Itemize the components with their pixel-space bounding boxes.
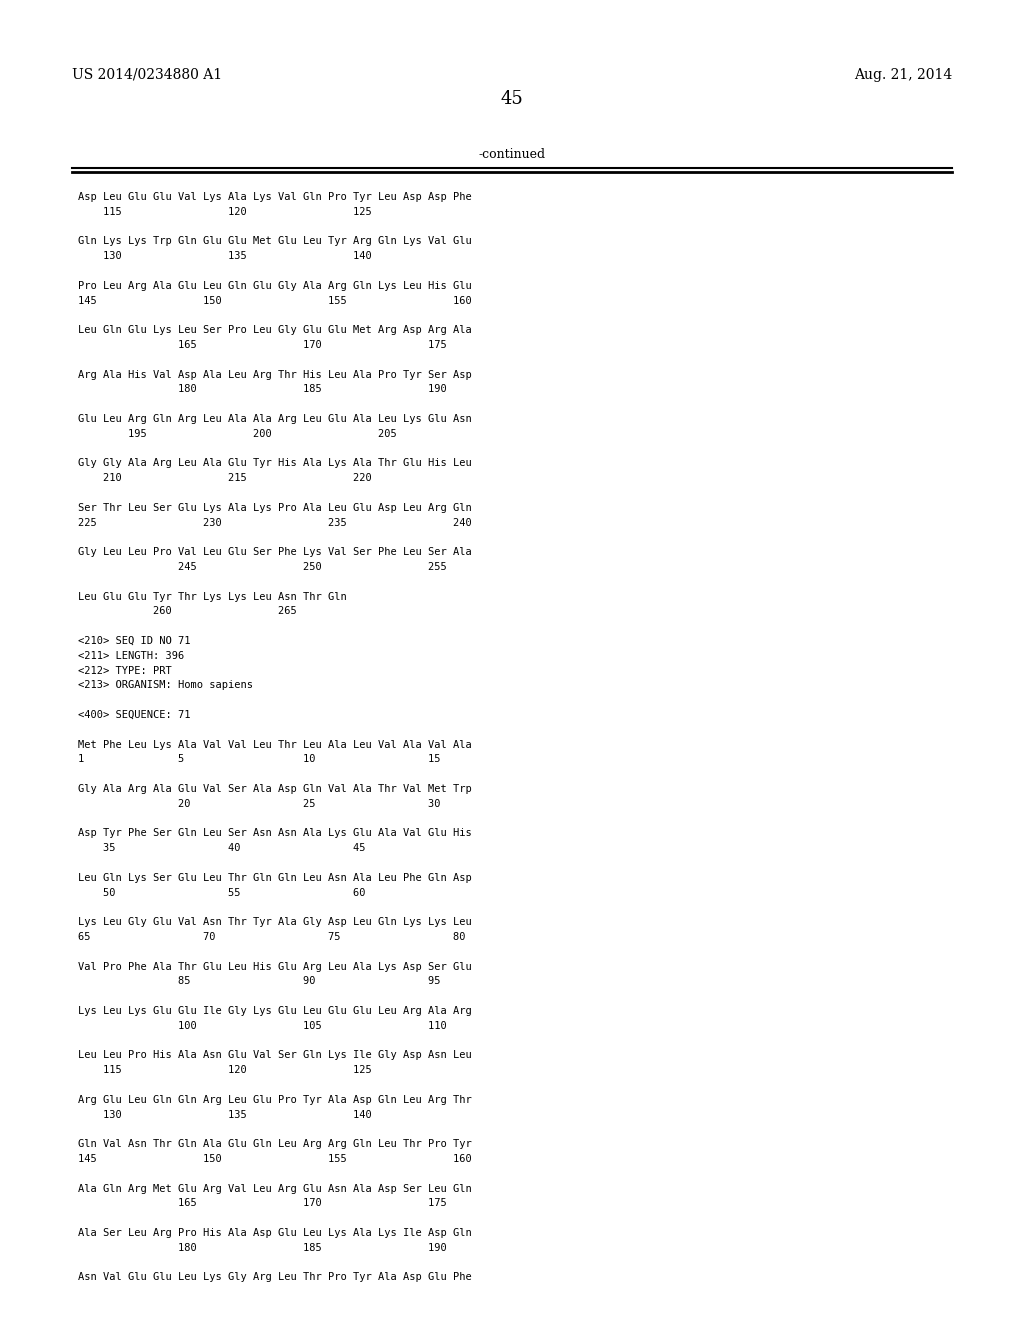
Text: Arg Glu Leu Gln Gln Arg Leu Glu Pro Tyr Ala Asp Gln Leu Arg Thr: Arg Glu Leu Gln Gln Arg Leu Glu Pro Tyr … — [78, 1094, 472, 1105]
Text: 115                 120                 125: 115 120 125 — [78, 1065, 372, 1076]
Text: <212> TYPE: PRT: <212> TYPE: PRT — [78, 665, 172, 676]
Text: Lys Leu Gly Glu Val Asn Thr Tyr Ala Gly Asp Leu Gln Lys Lys Leu: Lys Leu Gly Glu Val Asn Thr Tyr Ala Gly … — [78, 917, 472, 927]
Text: 180                 185                 190: 180 185 190 — [78, 384, 446, 395]
Text: Leu Gln Lys Ser Glu Leu Thr Gln Gln Leu Asn Ala Leu Phe Gln Asp: Leu Gln Lys Ser Glu Leu Thr Gln Gln Leu … — [78, 873, 472, 883]
Text: Asn Val Glu Glu Leu Lys Gly Arg Leu Thr Pro Tyr Ala Asp Glu Phe: Asn Val Glu Glu Leu Lys Gly Arg Leu Thr … — [78, 1272, 472, 1283]
Text: 50                  55                  60: 50 55 60 — [78, 887, 366, 898]
Text: Met Phe Leu Lys Ala Val Val Leu Thr Leu Ala Leu Val Ala Val Ala: Met Phe Leu Lys Ala Val Val Leu Thr Leu … — [78, 739, 472, 750]
Text: Gln Val Asn Thr Gln Ala Glu Gln Leu Arg Arg Gln Leu Thr Pro Tyr: Gln Val Asn Thr Gln Ala Glu Gln Leu Arg … — [78, 1139, 472, 1150]
Text: Gly Ala Arg Ala Glu Val Ser Ala Asp Gln Val Ala Thr Val Met Trp: Gly Ala Arg Ala Glu Val Ser Ala Asp Gln … — [78, 784, 472, 795]
Text: Val Pro Phe Ala Thr Glu Leu His Glu Arg Leu Ala Lys Asp Ser Glu: Val Pro Phe Ala Thr Glu Leu His Glu Arg … — [78, 961, 472, 972]
Text: 100                 105                 110: 100 105 110 — [78, 1020, 446, 1031]
Text: 195                 200                 205: 195 200 205 — [78, 429, 396, 438]
Text: Ala Ser Leu Arg Pro His Ala Asp Glu Leu Lys Ala Lys Ile Asp Gln: Ala Ser Leu Arg Pro His Ala Asp Glu Leu … — [78, 1228, 472, 1238]
Text: 1               5                   10                  15: 1 5 10 15 — [78, 755, 440, 764]
Text: <400> SEQUENCE: 71: <400> SEQUENCE: 71 — [78, 710, 190, 719]
Text: 245                 250                 255: 245 250 255 — [78, 562, 446, 572]
Text: 130                 135                 140: 130 135 140 — [78, 1110, 372, 1119]
Text: 65                  70                  75                  80: 65 70 75 80 — [78, 932, 466, 942]
Text: Arg Ala His Val Asp Ala Leu Arg Thr His Leu Ala Pro Tyr Ser Asp: Arg Ala His Val Asp Ala Leu Arg Thr His … — [78, 370, 472, 380]
Text: <213> ORGANISM: Homo sapiens: <213> ORGANISM: Homo sapiens — [78, 680, 253, 690]
Text: Leu Leu Pro His Ala Asn Glu Val Ser Gln Lys Ile Gly Asp Asn Leu: Leu Leu Pro His Ala Asn Glu Val Ser Gln … — [78, 1051, 472, 1060]
Text: 130                 135                 140: 130 135 140 — [78, 251, 372, 261]
Text: -continued: -continued — [478, 148, 546, 161]
Text: 85                  90                  95: 85 90 95 — [78, 977, 440, 986]
Text: Gly Leu Leu Pro Val Leu Glu Ser Phe Lys Val Ser Phe Leu Ser Ala: Gly Leu Leu Pro Val Leu Glu Ser Phe Lys … — [78, 548, 472, 557]
Text: Asp Tyr Phe Ser Gln Leu Ser Asn Asn Ala Lys Glu Ala Val Glu His: Asp Tyr Phe Ser Gln Leu Ser Asn Asn Ala … — [78, 829, 472, 838]
Text: 20                  25                  30: 20 25 30 — [78, 799, 440, 809]
Text: US 2014/0234880 A1: US 2014/0234880 A1 — [72, 69, 222, 82]
Text: Leu Gln Glu Lys Leu Ser Pro Leu Gly Glu Glu Met Arg Asp Arg Ala: Leu Gln Glu Lys Leu Ser Pro Leu Gly Glu … — [78, 325, 472, 335]
Text: 225                 230                 235                 240: 225 230 235 240 — [78, 517, 472, 528]
Text: 115                 120                 125: 115 120 125 — [78, 207, 372, 216]
Text: 45: 45 — [501, 90, 523, 108]
Text: Gln Lys Lys Trp Gln Glu Glu Met Glu Leu Tyr Arg Gln Lys Val Glu: Gln Lys Lys Trp Gln Glu Glu Met Glu Leu … — [78, 236, 472, 247]
Text: Gly Gly Ala Arg Leu Ala Glu Tyr His Ala Lys Ala Thr Glu His Leu: Gly Gly Ala Arg Leu Ala Glu Tyr His Ala … — [78, 458, 472, 469]
Text: Aug. 21, 2014: Aug. 21, 2014 — [854, 69, 952, 82]
Text: 35                  40                  45: 35 40 45 — [78, 843, 366, 853]
Text: <210> SEQ ID NO 71: <210> SEQ ID NO 71 — [78, 636, 190, 645]
Text: Asp Leu Glu Glu Val Lys Ala Lys Val Gln Pro Tyr Leu Asp Asp Phe: Asp Leu Glu Glu Val Lys Ala Lys Val Gln … — [78, 191, 472, 202]
Text: Pro Leu Arg Ala Glu Leu Gln Glu Gly Ala Arg Gln Lys Leu His Glu: Pro Leu Arg Ala Glu Leu Gln Glu Gly Ala … — [78, 281, 472, 290]
Text: Leu Glu Glu Tyr Thr Lys Lys Leu Asn Thr Gln: Leu Glu Glu Tyr Thr Lys Lys Leu Asn Thr … — [78, 591, 347, 602]
Text: 260                 265: 260 265 — [78, 606, 297, 616]
Text: 180                 185                 190: 180 185 190 — [78, 1243, 446, 1253]
Text: Glu Leu Arg Gln Arg Leu Ala Ala Arg Leu Glu Ala Leu Lys Glu Asn: Glu Leu Arg Gln Arg Leu Ala Ala Arg Leu … — [78, 414, 472, 424]
Text: 165                 170                 175: 165 170 175 — [78, 341, 446, 350]
Text: 145                 150                 155                 160: 145 150 155 160 — [78, 296, 472, 306]
Text: 145                 150                 155                 160: 145 150 155 160 — [78, 1154, 472, 1164]
Text: 165                 170                 175: 165 170 175 — [78, 1199, 446, 1208]
Text: <211> LENGTH: 396: <211> LENGTH: 396 — [78, 651, 184, 661]
Text: Ser Thr Leu Ser Glu Lys Ala Lys Pro Ala Leu Glu Asp Leu Arg Gln: Ser Thr Leu Ser Glu Lys Ala Lys Pro Ala … — [78, 503, 472, 512]
Text: Lys Leu Lys Glu Glu Ile Gly Lys Glu Leu Glu Glu Leu Arg Ala Arg: Lys Leu Lys Glu Glu Ile Gly Lys Glu Leu … — [78, 1006, 472, 1016]
Text: Ala Gln Arg Met Glu Arg Val Leu Arg Glu Asn Ala Asp Ser Leu Gln: Ala Gln Arg Met Glu Arg Val Leu Arg Glu … — [78, 1184, 472, 1193]
Text: 210                 215                 220: 210 215 220 — [78, 473, 372, 483]
